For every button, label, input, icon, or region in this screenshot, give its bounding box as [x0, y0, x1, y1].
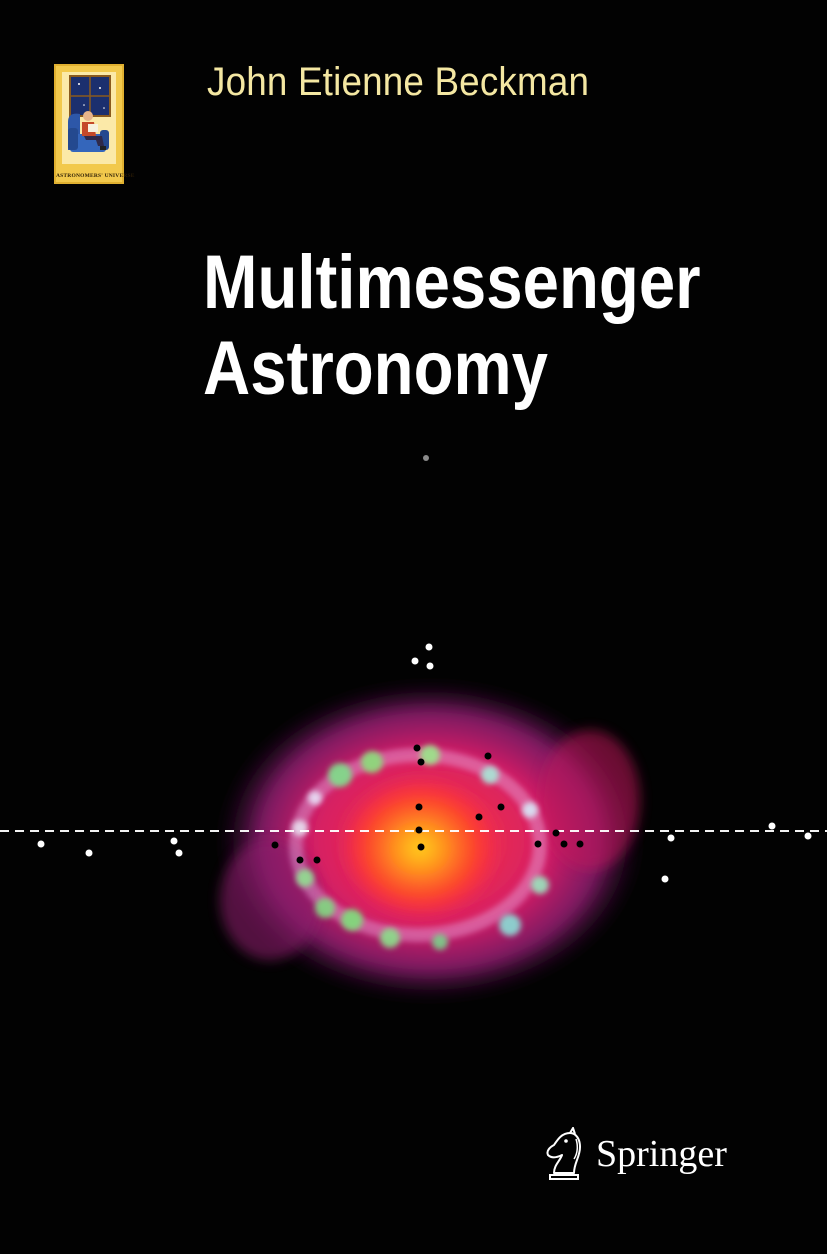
series-badge-caption: ASTRONOMERS' UNIVERSE [56, 173, 135, 179]
author-name: John Etienne Beckman [207, 60, 590, 104]
title-line-2: Astronomy [203, 326, 548, 411]
book-title: Multimessenger Astronomy [203, 240, 701, 412]
publisher-name: Springer [596, 1133, 727, 1175]
supernova-remnant-illustration [0, 455, 827, 1001]
publisher-imprint: Springer [540, 1124, 727, 1184]
reader-in-armchair-icon [62, 72, 116, 164]
title-line-1: Multimessenger [203, 240, 701, 325]
series-badge: ASTRONOMERS' UNIVERSE [54, 64, 135, 184]
knight-chess-piece-icon [546, 1127, 581, 1180]
